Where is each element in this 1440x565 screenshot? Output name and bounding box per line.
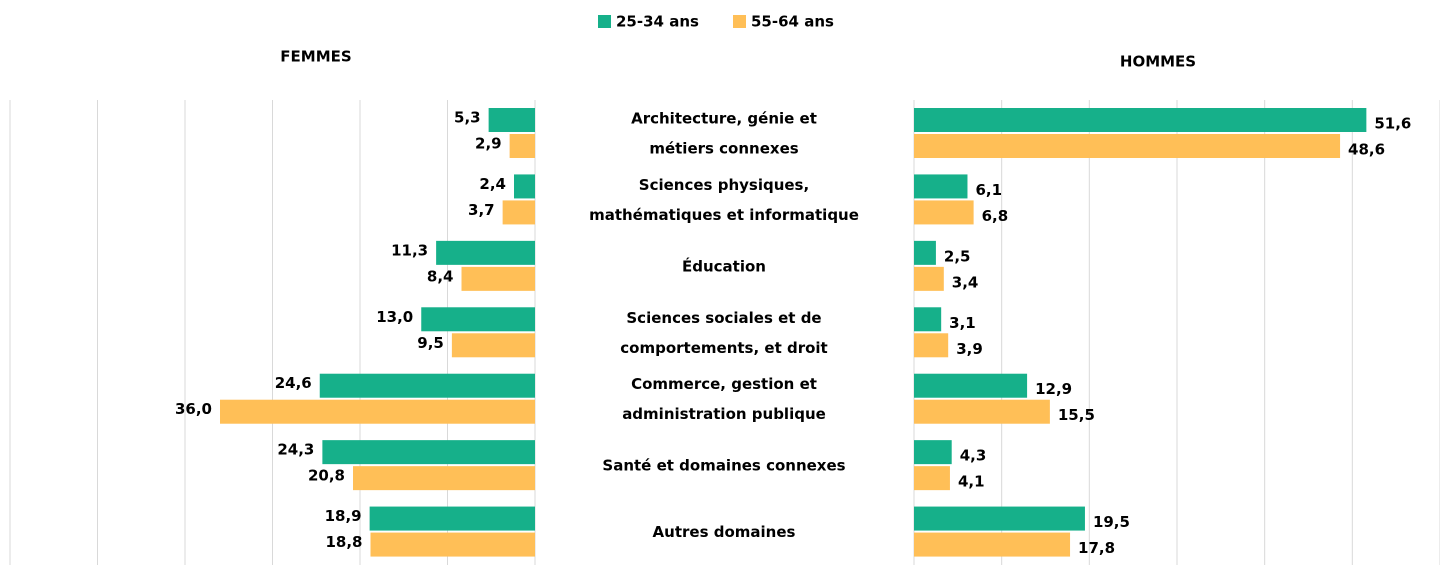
data-label: 2,4 xyxy=(479,175,506,193)
category-label: métiers connexes xyxy=(649,140,798,158)
bar xyxy=(914,440,952,465)
bar xyxy=(319,373,535,398)
data-label: 51,6 xyxy=(1374,115,1411,133)
data-label: 18,8 xyxy=(325,533,362,551)
bar xyxy=(914,266,944,291)
data-label: 3,4 xyxy=(952,273,979,291)
legend-label: 25-34 ans xyxy=(616,13,699,31)
bar xyxy=(502,200,535,225)
data-label: 17,8 xyxy=(1078,539,1115,557)
bar xyxy=(436,240,535,265)
data-label: 12,9 xyxy=(1035,380,1072,398)
legend-swatch xyxy=(598,15,611,28)
bar xyxy=(914,466,950,491)
bar xyxy=(220,399,535,424)
data-label: 8,4 xyxy=(427,267,454,285)
data-label: 4,1 xyxy=(958,473,985,491)
data-label: 9,5 xyxy=(417,334,444,352)
category-label: Sciences physiques, xyxy=(639,176,809,194)
bar xyxy=(914,174,968,199)
bar xyxy=(914,108,1367,132)
category-label: Sciences sociales et de xyxy=(626,309,821,327)
data-label: 24,3 xyxy=(277,441,314,459)
bar xyxy=(914,399,1050,424)
bar xyxy=(914,333,949,358)
bar xyxy=(370,532,535,557)
bar xyxy=(488,108,535,132)
bar xyxy=(914,200,974,225)
bar xyxy=(914,373,1028,398)
bar xyxy=(914,532,1071,557)
bar xyxy=(914,307,942,332)
category-label: Éducation xyxy=(682,256,766,275)
bar xyxy=(914,240,936,265)
data-label: 3,7 xyxy=(468,201,495,219)
bar xyxy=(421,307,535,332)
bar xyxy=(353,466,535,491)
panel-title: FEMMES xyxy=(280,48,351,66)
data-label: 2,5 xyxy=(944,247,971,265)
data-label: 20,8 xyxy=(308,467,345,485)
bar xyxy=(322,440,535,465)
data-label: 3,1 xyxy=(949,314,976,332)
legend-swatch xyxy=(733,15,746,28)
data-label: 36,0 xyxy=(175,400,212,418)
category-label: Autres domaines xyxy=(653,523,796,541)
data-label: 48,6 xyxy=(1348,141,1385,159)
bar xyxy=(514,174,535,199)
data-label: 4,3 xyxy=(960,447,987,465)
data-label: 13,0 xyxy=(376,308,413,326)
data-label: 15,5 xyxy=(1058,406,1095,424)
data-label: 2,9 xyxy=(475,135,502,153)
data-label: 24,6 xyxy=(275,374,312,392)
data-label: 11,3 xyxy=(391,241,428,259)
data-label: 6,1 xyxy=(975,181,1002,199)
category-label: Commerce, gestion et xyxy=(631,375,817,393)
data-label: 18,9 xyxy=(325,507,362,525)
bar xyxy=(914,506,1085,531)
bar xyxy=(461,266,535,291)
category-label: mathématiques et informatique xyxy=(589,206,859,224)
data-label: 5,3 xyxy=(454,109,481,127)
bar xyxy=(369,506,535,531)
bar xyxy=(914,134,1341,158)
legend-label: 55-64 ans xyxy=(751,13,834,31)
panel-title: HOMMES xyxy=(1120,53,1196,71)
category-label: comportements, et droit xyxy=(620,339,827,357)
category-label: administration publique xyxy=(622,405,826,423)
category-label: Architecture, génie et xyxy=(631,110,817,128)
data-label: 19,5 xyxy=(1093,513,1130,531)
bar xyxy=(451,333,535,358)
bar xyxy=(509,134,535,158)
data-label: 6,8 xyxy=(982,207,1009,225)
category-label: Santé et domaines connexes xyxy=(602,457,845,475)
data-label: 3,9 xyxy=(956,340,983,358)
